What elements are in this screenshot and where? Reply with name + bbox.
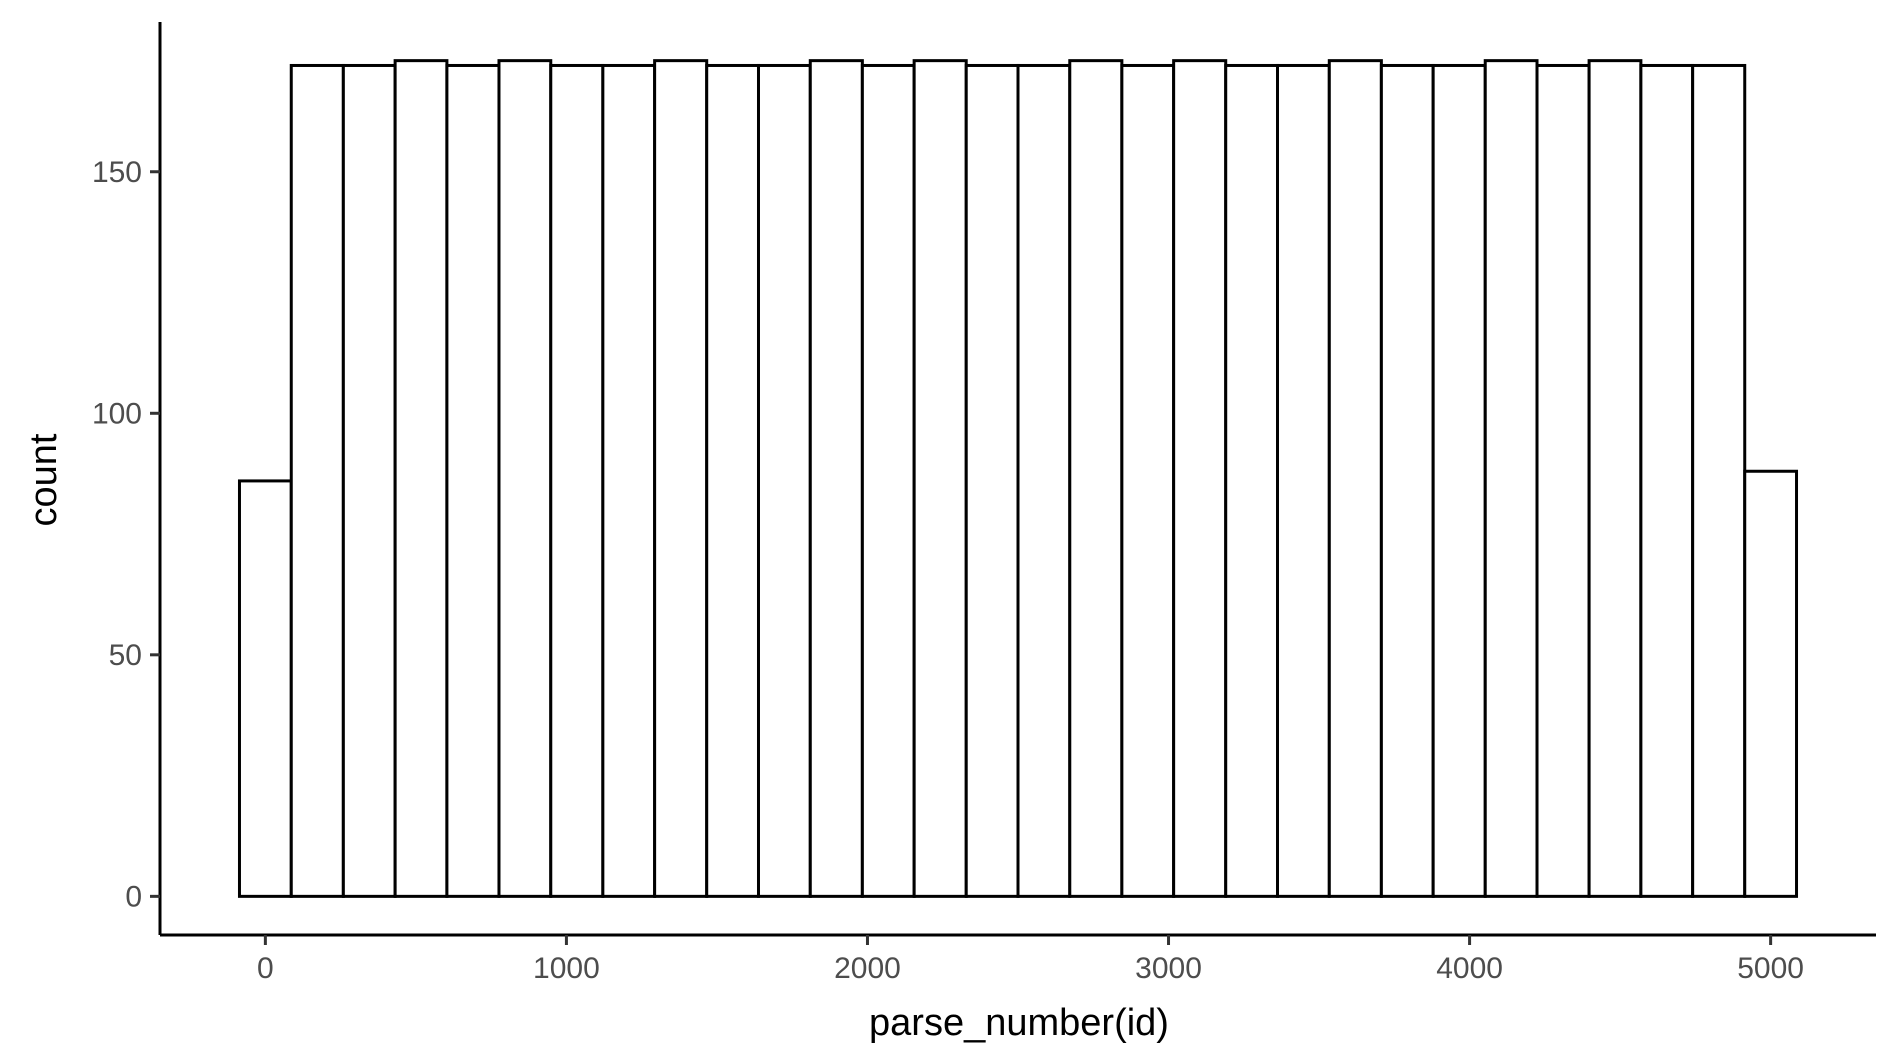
x-tick-label-0: 0 xyxy=(257,952,274,985)
histogram-bar-12 xyxy=(808,59,864,898)
x-tick-label-1000: 1000 xyxy=(533,952,600,985)
axes-layer xyxy=(158,22,1876,937)
histogram-bar-26 xyxy=(1535,63,1591,898)
histogram-bar-3 xyxy=(341,63,397,898)
histogram-bar-9 xyxy=(653,59,709,898)
histogram-bar-24 xyxy=(1431,63,1487,898)
x-tick-label-5000: 5000 xyxy=(1737,952,1804,985)
histogram-bar-13 xyxy=(860,63,916,898)
histogram-bar-17 xyxy=(1068,59,1124,898)
histogram-bar-23 xyxy=(1379,63,1435,898)
histogram-bar-30 xyxy=(1743,469,1799,898)
histogram-bar-4 xyxy=(393,59,449,898)
histogram-bar-15 xyxy=(964,63,1020,898)
y-tick-label-150: 150 xyxy=(92,156,142,189)
y-tick-label-100: 100 xyxy=(92,397,142,430)
histogram-bar-10 xyxy=(705,63,760,898)
histogram-bar-2 xyxy=(289,63,345,898)
x-tick-label-4000: 4000 xyxy=(1436,952,1503,985)
histogram-bar-20 xyxy=(1224,63,1280,898)
histogram-bar-21 xyxy=(1276,63,1331,898)
y-tick-label-50: 50 xyxy=(109,639,142,672)
histogram-bar-6 xyxy=(497,59,553,898)
histogram-bar-1 xyxy=(237,479,293,898)
bars-layer xyxy=(237,59,1799,898)
histogram-bar-18 xyxy=(1120,63,1176,898)
histogram-bar-28 xyxy=(1639,63,1695,898)
y-axis-title: count xyxy=(23,433,65,526)
histogram-bar-11 xyxy=(756,63,812,898)
ticks-layer: 0 1000 2000 3000 4000 5000 0 50 100 150 xyxy=(92,156,1804,985)
x-tick-label-2000: 2000 xyxy=(834,952,901,985)
histogram-bar-16 xyxy=(1016,63,1072,898)
histogram-bar-27 xyxy=(1587,59,1643,898)
histogram-bar-8 xyxy=(601,63,657,898)
histogram-bar-22 xyxy=(1327,59,1383,898)
y-tick-label-0: 0 xyxy=(125,880,142,913)
x-tick-label-3000: 3000 xyxy=(1135,952,1202,985)
histogram-bar-5 xyxy=(445,63,501,898)
histogram-bar-7 xyxy=(549,63,605,898)
histogram-bar-25 xyxy=(1483,59,1539,898)
x-axis-title: parse_number(id) xyxy=(869,1002,1169,1044)
histogram-bar-29 xyxy=(1691,63,1747,898)
histogram-bar-19 xyxy=(1172,59,1228,898)
histogram-bar-14 xyxy=(912,59,968,898)
